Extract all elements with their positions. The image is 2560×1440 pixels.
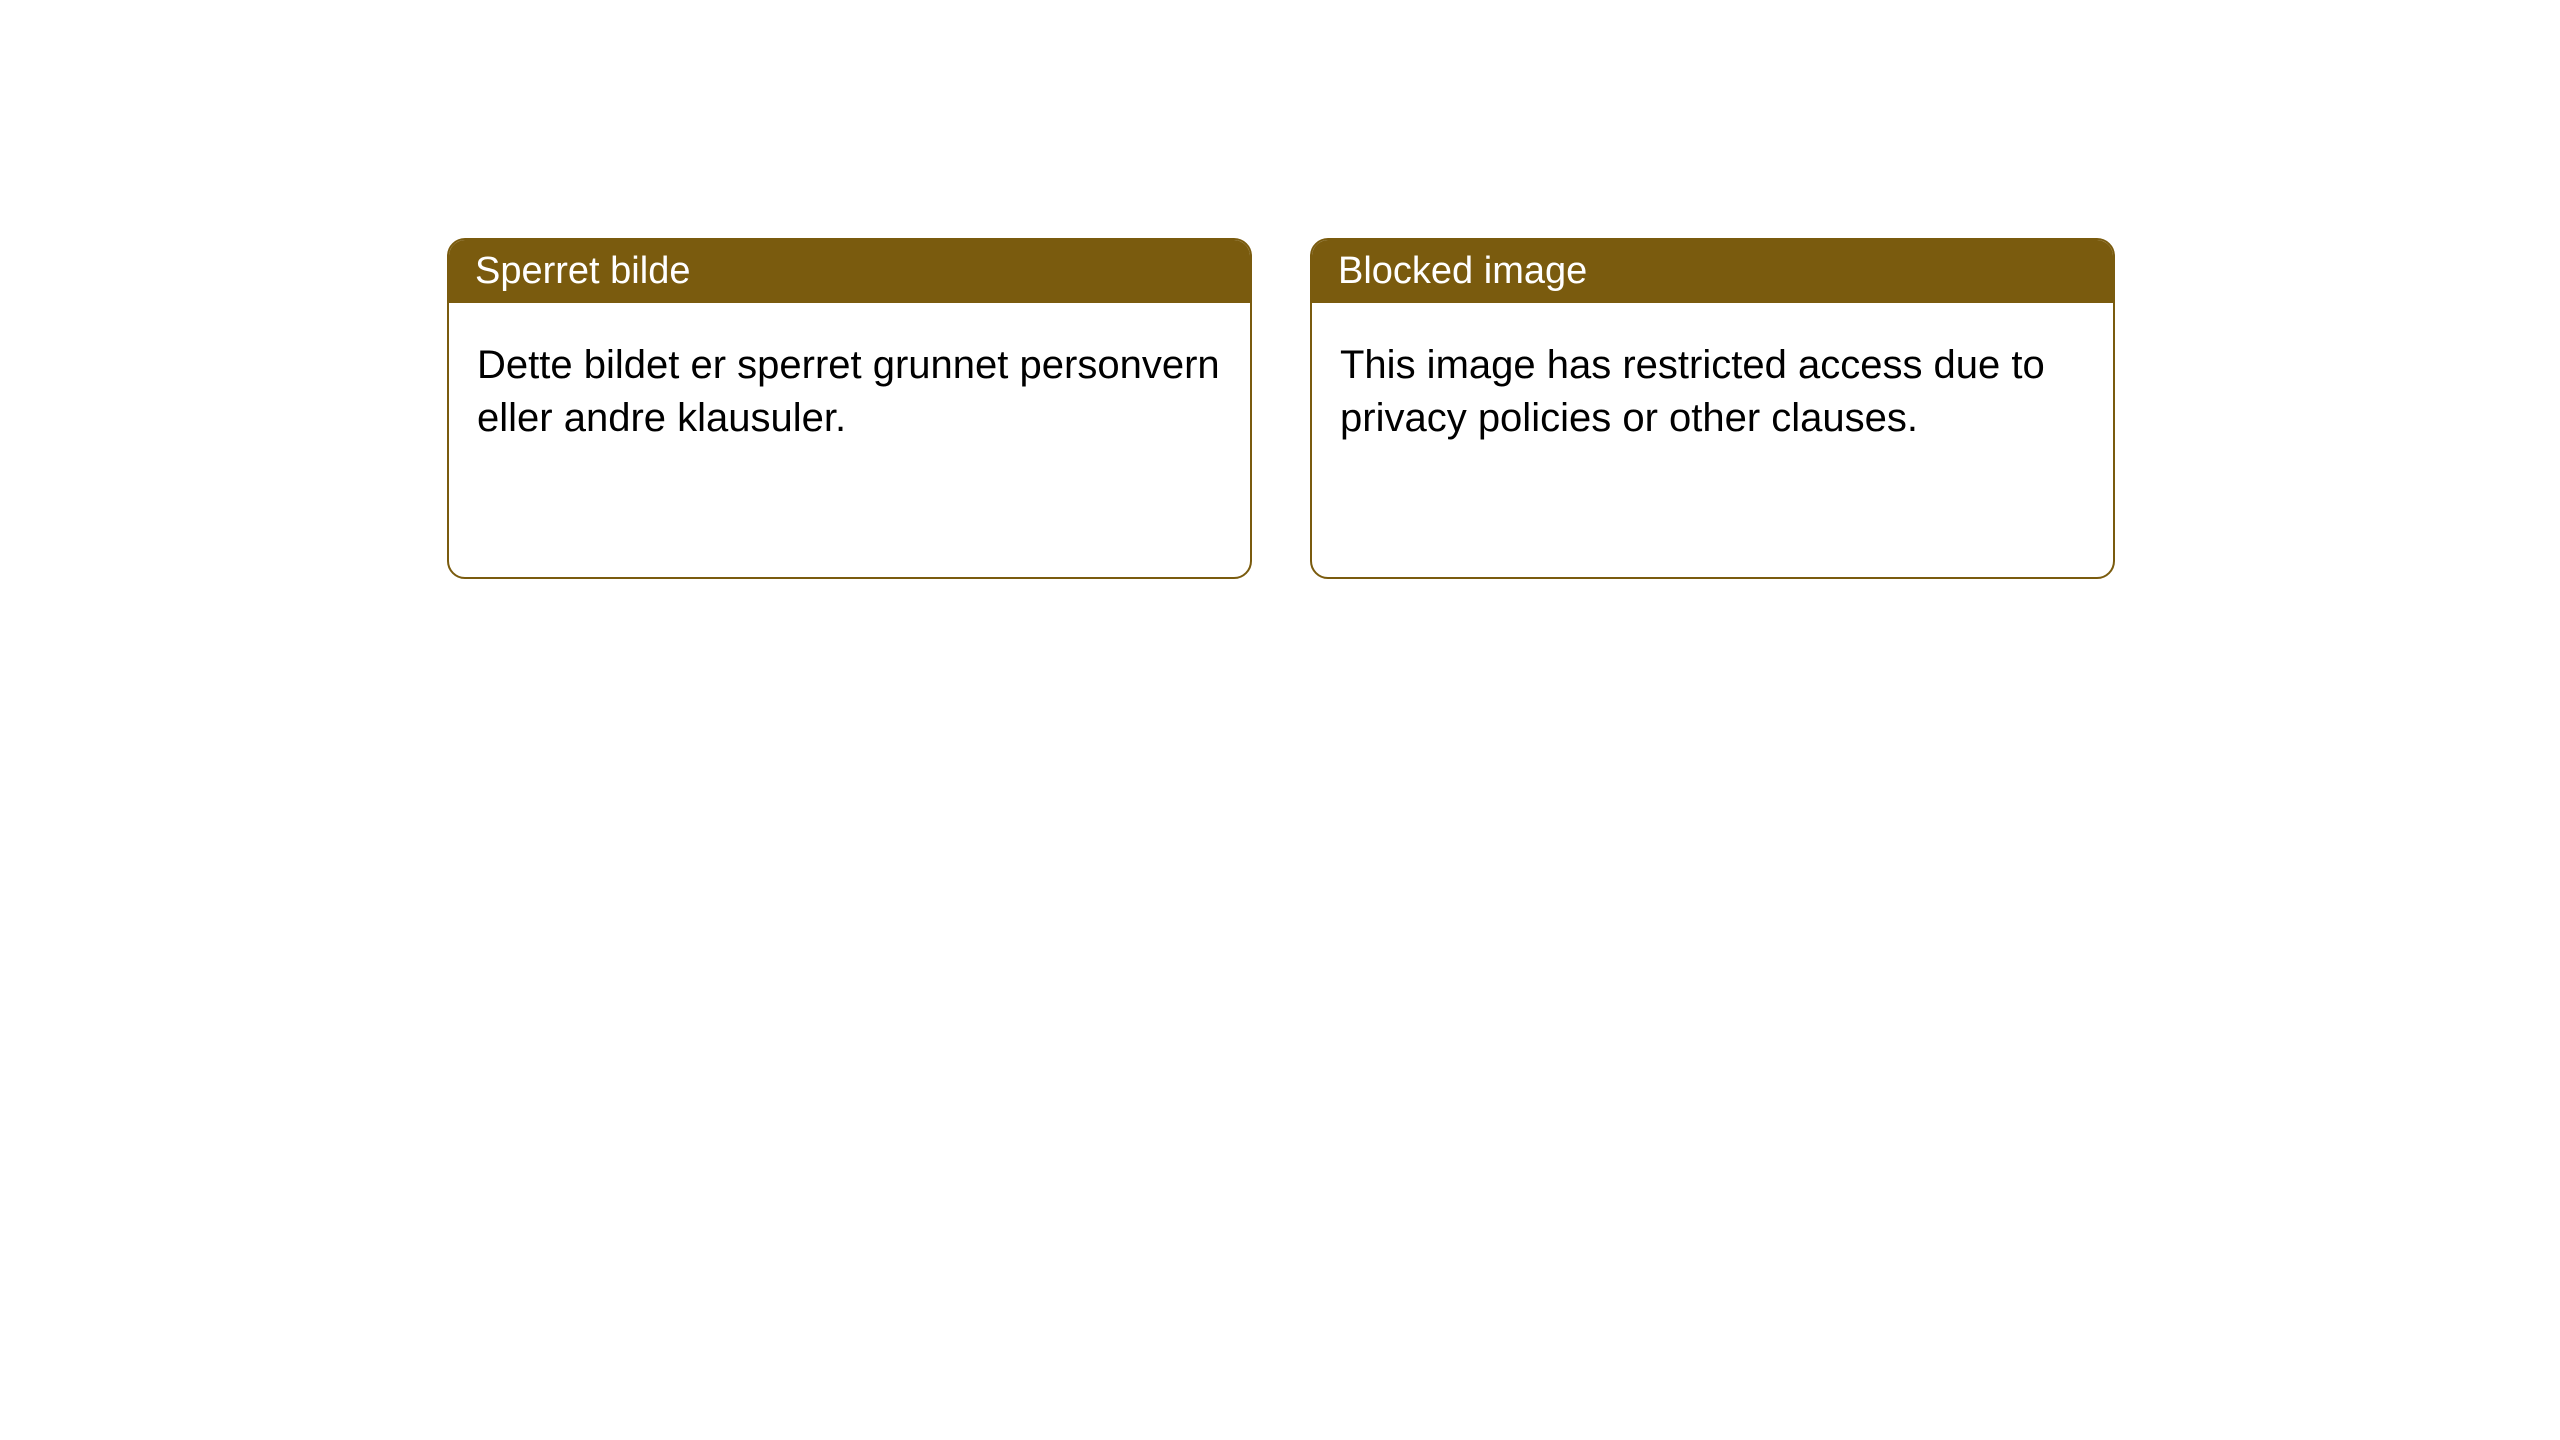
card-title: Sperret bilde <box>475 250 690 292</box>
card-body: Dette bildet er sperret grunnet personve… <box>449 303 1250 577</box>
card-body-text: This image has restricted access due to … <box>1340 343 2045 440</box>
notice-cards-container: Sperret bilde Dette bildet er sperret gr… <box>447 238 2115 579</box>
notice-card-norwegian: Sperret bilde Dette bildet er sperret gr… <box>447 238 1252 579</box>
notice-card-english: Blocked image This image has restricted … <box>1310 238 2115 579</box>
card-body: This image has restricted access due to … <box>1312 303 2113 577</box>
card-body-text: Dette bildet er sperret grunnet personve… <box>477 343 1220 440</box>
card-title: Blocked image <box>1338 250 1587 292</box>
card-header: Sperret bilde <box>449 240 1250 303</box>
card-header: Blocked image <box>1312 240 2113 303</box>
